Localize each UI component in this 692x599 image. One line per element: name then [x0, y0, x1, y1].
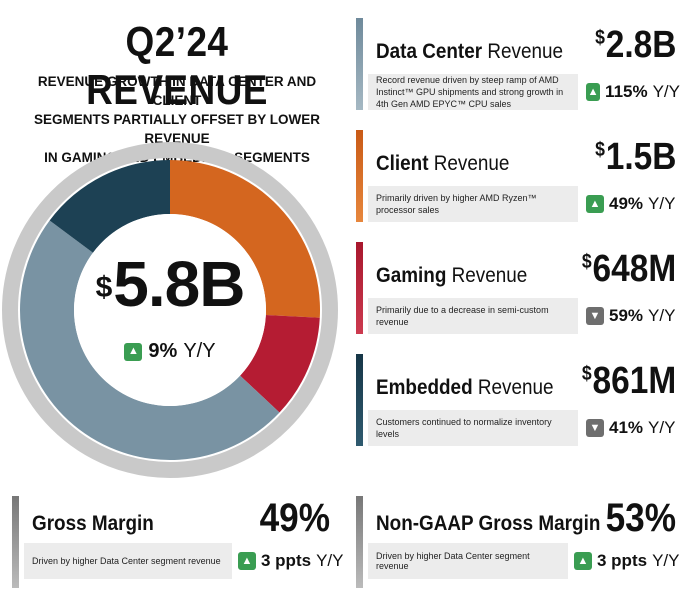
- segment-value: $1.5B: [594, 136, 676, 178]
- up-arrow-icon: ▲: [586, 83, 601, 101]
- yoy-label: Y/Y: [183, 340, 216, 362]
- margin-change: ▲ 3 ppts Y/Y: [574, 543, 679, 579]
- segment-description: Customers continued to normalize invento…: [368, 410, 578, 446]
- non-gaap-gross-margin-card: Non-GAAP Gross Margin 53% Driven by high…: [356, 496, 680, 588]
- up-arrow-icon: ▲: [574, 552, 592, 570]
- down-arrow-icon: ▼: [586, 307, 604, 325]
- up-arrow-icon: ▲: [586, 195, 604, 213]
- segment-heading: Client Revenue: [376, 152, 510, 175]
- revenue-donut-chart: [2, 142, 338, 478]
- segment-heading: Data Center Revenue: [376, 40, 564, 63]
- donut-slice-data-center: [20, 220, 280, 460]
- segment-value: $861M: [581, 360, 676, 402]
- donut-slice-client: [170, 160, 321, 318]
- subtitle-line: REVENUE GROWTH IN DATA CENTER AND CLIENT: [37, 74, 317, 108]
- subtitle-line: SEGMENTS PARTIALLY OFFSET BY LOWER REVEN…: [33, 112, 321, 146]
- gross-margin-card: Gross Margin 49% Driven by higher Data C…: [12, 496, 343, 588]
- margin-heading: Non-GAAP Gross Margin: [376, 512, 601, 535]
- up-arrow-icon: ▲: [124, 342, 143, 361]
- donut-outer-ring: [2, 142, 338, 478]
- client-card: Client Revenue $1.5B Primarily driven by…: [356, 130, 680, 222]
- down-arrow-icon: ▼: [586, 419, 604, 437]
- segment-heading: Embedded Revenue: [376, 376, 554, 399]
- segment-heading: Gaming Revenue: [376, 264, 528, 287]
- margin-value: 49%: [259, 496, 330, 540]
- total-revenue-change: ▲ 9% Y/Y: [70, 340, 270, 363]
- up-arrow-icon: ▲: [238, 552, 256, 570]
- donut-slice-embedded: [49, 160, 170, 253]
- margin-heading: Gross Margin: [32, 512, 154, 535]
- donut-hole: [74, 214, 266, 406]
- total-revenue-value: $5.8B: [95, 248, 246, 320]
- margin-description: Driven by higher Data Center segment rev…: [368, 543, 568, 579]
- donut-slice-gaming: [240, 314, 320, 413]
- margin-value: 53%: [605, 496, 676, 540]
- data-center-card: Data Center Revenue $2.8B Record revenue…: [356, 18, 680, 110]
- segment-value: $2.8B: [594, 24, 676, 66]
- embedded-card: Embedded Revenue $861M Customers continu…: [356, 354, 680, 446]
- margin-color-bar: [12, 496, 19, 588]
- page-title: Q2’24 REVENUE: [86, 18, 268, 113]
- segment-color-bar: [356, 242, 363, 334]
- margin-color-bar: [356, 496, 363, 588]
- segment-description: Primarily driven by higher AMD Ryzen™ pr…: [368, 186, 578, 222]
- segment-color-bar: [356, 130, 363, 222]
- segment-value: $648M: [581, 248, 676, 290]
- gaming-card: Gaming Revenue $648M Primarily due to a …: [356, 242, 680, 334]
- segment-change: ▼ 41% Y/Y: [586, 410, 680, 446]
- segment-description: Primarily due to a decrease in semi-cust…: [368, 298, 578, 334]
- segment-change: ▲ 115% Y/Y: [586, 82, 680, 101]
- segment-color-bar: [356, 18, 363, 110]
- margin-description: Driven by higher Data Center segment rev…: [24, 543, 232, 579]
- segment-change: ▼ 59% Y/Y: [586, 298, 680, 334]
- segment-color-bar: [356, 354, 363, 446]
- change-value: 9%: [148, 340, 178, 362]
- margin-change: ▲ 3 ppts Y/Y: [238, 543, 343, 579]
- segment-change: ▲ 49% Y/Y: [586, 186, 680, 222]
- segment-description: Record revenue driven by steep ramp of A…: [368, 74, 578, 110]
